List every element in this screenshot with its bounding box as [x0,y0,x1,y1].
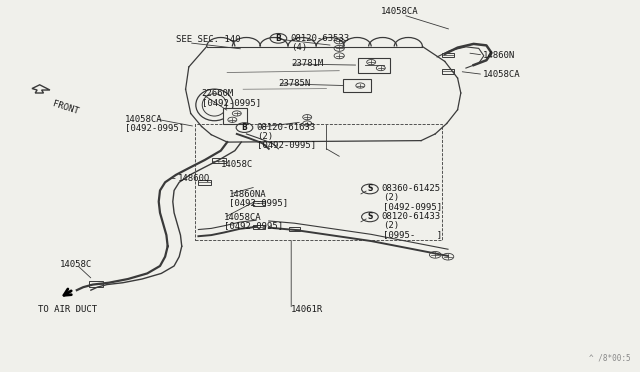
Bar [442,53,454,57]
Text: (2): (2) [257,132,273,141]
Text: [0492-0995]: [0492-0995] [125,123,184,132]
Text: 22660M: 22660M [202,89,234,98]
Bar [198,180,211,185]
Text: (4): (4) [291,43,307,52]
Text: 08120-63533: 08120-63533 [290,34,349,43]
Text: SEE SEC. 140: SEE SEC. 140 [176,35,241,44]
Text: S: S [367,212,372,221]
FancyBboxPatch shape [343,79,371,92]
Text: 14058C: 14058C [60,260,92,269]
Bar [442,69,454,74]
Bar [253,201,265,206]
Text: (2): (2) [383,193,399,202]
FancyBboxPatch shape [223,108,247,124]
Text: FRONT: FRONT [51,99,79,116]
Text: 14860Q: 14860Q [178,174,210,183]
Text: [0492-0995]: [0492-0995] [202,98,260,107]
Text: [0492-0995]: [0492-0995] [383,202,442,211]
Text: 14860N: 14860N [483,51,515,60]
Text: [0492-0995]: [0492-0995] [229,198,288,207]
Text: ^ /8*00:5: ^ /8*00:5 [589,354,630,363]
Text: 08360-61425: 08360-61425 [381,185,440,193]
Text: 08120-61633: 08120-61633 [256,123,315,132]
Ellipse shape [196,89,233,121]
Text: 08120-61433: 08120-61433 [381,212,440,221]
Text: [0492-0995]: [0492-0995] [224,221,283,230]
Text: B: B [276,34,281,43]
Text: [0492-0995]: [0492-0995] [257,141,316,150]
Text: S: S [367,185,372,193]
Bar [195,124,442,240]
FancyBboxPatch shape [358,58,390,73]
Bar [212,158,226,163]
Text: 14058CA: 14058CA [483,70,521,79]
Text: B: B [242,123,247,132]
Text: TO AIR DUCT: TO AIR DUCT [38,305,97,314]
Text: [0995-    ]: [0995- ] [383,230,442,239]
Text: 23781M: 23781M [291,60,323,68]
Text: 14058CA: 14058CA [381,7,419,16]
Text: 14860NA: 14860NA [229,190,267,199]
Text: 14061R: 14061R [291,305,323,314]
Bar [89,281,103,286]
Bar [253,225,265,229]
Bar [289,227,300,231]
Text: 23785N: 23785N [278,79,310,88]
Text: 14058C: 14058C [221,160,253,169]
Text: 14058CA: 14058CA [125,115,163,124]
Text: 14058CA: 14058CA [224,213,262,222]
Text: (2): (2) [383,221,399,230]
